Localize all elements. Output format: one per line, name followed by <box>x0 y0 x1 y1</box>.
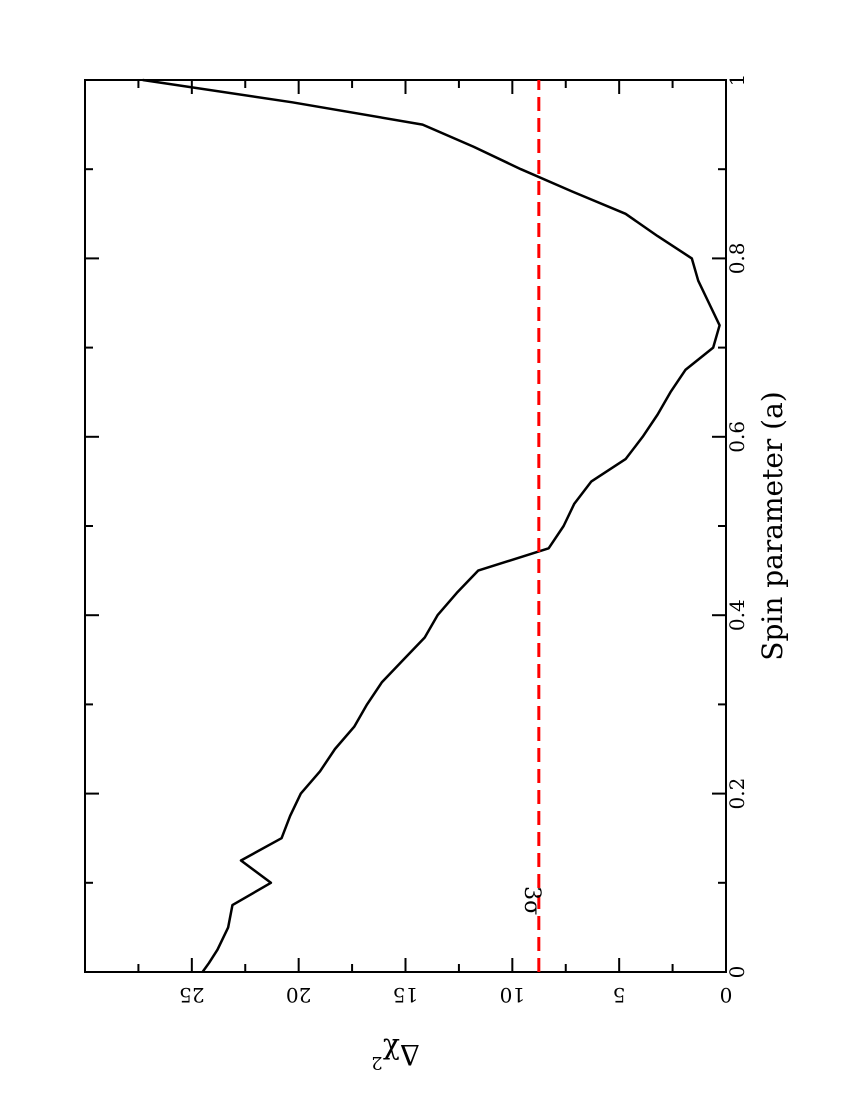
y-axis-title-base: Δχ <box>383 1038 420 1071</box>
x-axis-ticks: 0 0.2 0.4 0.6 0.8 1 <box>85 74 749 979</box>
x-tick-label: 0.6 <box>725 421 749 453</box>
y-tick-label: 5 <box>613 983 626 1007</box>
threshold-label: 3σ <box>519 886 544 915</box>
y-tick-label: 20 <box>286 983 311 1007</box>
y-tick-label: 0 <box>720 983 733 1007</box>
series-layer: 3σ <box>142 78 721 973</box>
x-tick-label: 0.8 <box>725 242 749 274</box>
x-tick-label: 0.2 <box>725 778 749 810</box>
delta-chi2-curve <box>142 78 721 973</box>
y-axis-title: Δχ2 <box>371 1038 420 1073</box>
x-tick-label: 0 <box>725 966 749 979</box>
y-tick-label: 15 <box>393 983 418 1007</box>
y-axis-title-sup: 2 <box>371 1052 382 1073</box>
y-axis-ticks: 0 5 10 15 20 25 <box>137 80 733 1007</box>
x-tick-label: 1 <box>725 74 749 87</box>
x-axis-title: Spin parameter (a) <box>756 391 789 660</box>
y-tick-label: 10 <box>500 983 525 1007</box>
y-tick-label: 25 <box>179 983 204 1007</box>
x-tick-label: 0.4 <box>725 599 749 631</box>
plot-frame-group <box>84 79 727 973</box>
plot-frame <box>84 79 727 973</box>
